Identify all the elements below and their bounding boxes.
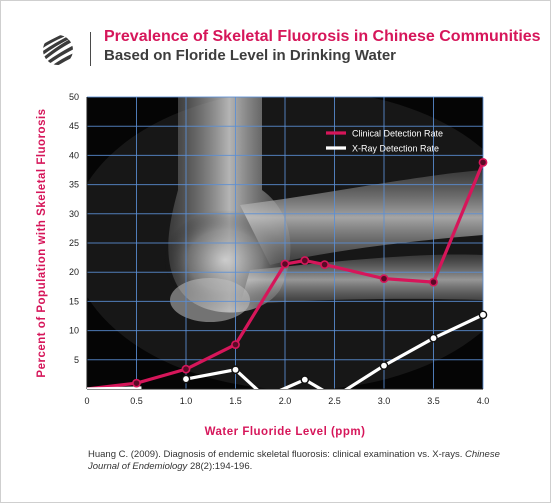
y-tick-label: 15	[69, 296, 79, 306]
point-clinical-2	[181, 364, 191, 374]
legend-label-0: Clinical Detection Rate	[352, 129, 443, 139]
y-tick-label: 45	[69, 121, 79, 131]
point-xray-5	[478, 310, 488, 320]
chart-subtitle: Based on Floride Level in Drinking Water	[104, 47, 396, 64]
point-clinical-8	[429, 277, 438, 287]
x-axis-label: Water Fluoride Level (ppm)	[205, 426, 366, 438]
x-tick-label: 1.5	[229, 396, 242, 406]
x-tick-label: 0.5	[130, 396, 143, 406]
point-xray-2	[300, 375, 310, 384]
y-tick-label: 5	[74, 355, 79, 365]
xray-background	[87, 97, 483, 389]
citation-details: 28(2):194-196.	[189, 461, 253, 472]
y-tick-label: 50	[69, 92, 79, 102]
series-layer	[87, 161, 483, 389]
x-tick-label: 2.0	[279, 396, 292, 406]
point-xray-3	[379, 361, 389, 370]
x-tick-label: 3.0	[378, 396, 391, 406]
point-clinical-6	[320, 260, 329, 270]
series-line-xray	[185, 313, 483, 389]
point-xray-4	[429, 333, 438, 343]
point-xray-0	[181, 374, 191, 384]
x-tick-labels: 0 0.5 1.0 1.5 2.0 2.5 3.0 3.5 4.0	[84, 396, 489, 406]
y-tick-label: 20	[69, 267, 79, 277]
citation-text: Huang C. (2009). Diagnosis of endemic sk…	[88, 449, 463, 460]
citation-journal: Chinese Journal of Endemiology	[88, 449, 500, 472]
x-tick-label: 4.0	[477, 396, 490, 406]
x-tick-label: 0	[84, 396, 89, 406]
point-clinical-7	[379, 274, 389, 284]
x-tick-label: 3.5	[427, 396, 440, 406]
point-clinical-9	[478, 158, 488, 167]
y-tick-label: 25	[69, 238, 79, 248]
point-clinical-1	[132, 378, 141, 388]
point-xray-1	[231, 365, 240, 375]
x-tick-label: 1.0	[180, 396, 193, 406]
x-tick-label: 2.5	[328, 396, 341, 406]
y-tick-labels: 5 10 15 20 25 30 35 40 45 50	[69, 92, 79, 365]
point-clinical-3	[231, 340, 240, 350]
y-tick-label: 40	[69, 150, 79, 160]
legend-label-1: X-Ray Detection Rate	[352, 144, 439, 154]
series-line-xray-start	[87, 386, 142, 389]
title-divider	[90, 32, 91, 66]
legend: Clinical Detection Rate X-Ray Detection R…	[326, 129, 443, 154]
series-line-clinical	[87, 161, 483, 389]
y-tick-label: 35	[69, 180, 79, 190]
chart-title: Prevalence of Skeletal Fluorosis in Chin…	[104, 28, 541, 45]
marker-layer	[132, 158, 488, 388]
y-tick-label: 10	[69, 326, 79, 336]
point-clinical-5	[300, 256, 310, 265]
logo-icon	[43, 35, 73, 65]
point-clinical-4	[280, 259, 290, 269]
y-axis-label: Percent of Population with Skeletal Fluo…	[36, 108, 48, 377]
citation: Huang C. (2009). Diagnosis of endemic sk…	[88, 449, 528, 473]
y-tick-label: 30	[69, 209, 79, 219]
